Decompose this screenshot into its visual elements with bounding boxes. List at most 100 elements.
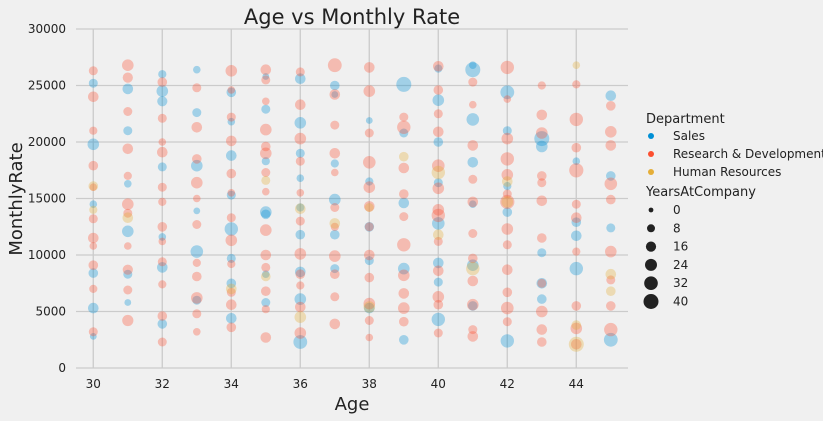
data-point-research-development	[502, 240, 512, 250]
data-point-sales	[572, 157, 581, 165]
data-point-sales	[261, 157, 270, 166]
data-point-research-development	[501, 223, 514, 235]
legend-size-title: YearsAtCompany	[645, 185, 756, 200]
data-point-research-development	[364, 249, 375, 261]
data-point-research-development	[606, 275, 616, 285]
data-point-sales	[399, 335, 409, 345]
data-point-research-development	[571, 142, 582, 153]
data-point-sales	[193, 65, 201, 74]
data-point-research-development	[433, 85, 444, 95]
data-point-sales	[295, 229, 306, 240]
data-point-research-development	[330, 269, 340, 280]
legend-size-label: 16	[673, 240, 688, 254]
data-point-research-development	[604, 322, 618, 337]
x-tick-label: 44	[569, 377, 584, 391]
legend-size-marker	[647, 224, 655, 233]
y-tick-label: 0	[58, 361, 66, 375]
data-point-sales	[262, 73, 270, 80]
data-point-research-development	[88, 327, 98, 337]
data-point-sales	[606, 171, 616, 181]
data-point-human-resources	[261, 175, 271, 185]
data-point-research-development	[158, 138, 167, 146]
data-point-research-development	[294, 132, 307, 145]
legend-size-marker	[648, 207, 654, 213]
data-point-research-development	[433, 61, 444, 72]
data-point-research-development	[227, 189, 236, 197]
legend-marker	[648, 151, 654, 157]
data-point-sales	[89, 333, 97, 340]
data-point-sales	[295, 148, 305, 158]
data-point-sales	[157, 162, 167, 172]
data-point-research-development	[88, 66, 98, 76]
data-point-human-resources	[399, 151, 409, 162]
data-point-research-development	[432, 159, 445, 172]
data-point-sales	[330, 159, 339, 168]
data-point-research-development	[329, 250, 341, 262]
data-point-research-development	[398, 162, 410, 174]
data-point-research-development	[88, 260, 99, 271]
data-point-research-development	[192, 154, 202, 164]
data-point-research-development	[295, 269, 306, 280]
data-point-research-development	[536, 127, 548, 139]
data-point-research-development	[537, 171, 547, 181]
data-point-human-resources	[501, 196, 514, 208]
data-point-research-development	[605, 140, 617, 151]
data-point-research-development	[432, 291, 445, 303]
data-point-research-development	[88, 91, 99, 103]
x-tick-label: 34	[224, 377, 239, 391]
data-point-research-development	[227, 259, 236, 269]
data-point-human-resources	[466, 261, 480, 276]
data-point-sales	[89, 200, 98, 208]
y-tick-label: 5000	[35, 305, 66, 319]
data-point-research-development	[261, 305, 270, 314]
data-point-research-development	[192, 220, 202, 229]
y-tick-label: 30000	[28, 22, 66, 36]
data-point-sales	[157, 319, 168, 329]
chart-title: Age vs Monthly Rate	[244, 5, 460, 29]
data-point-research-development	[572, 80, 581, 89]
y-tick-label: 25000	[28, 79, 66, 93]
data-point-sales	[192, 108, 202, 118]
data-point-sales	[226, 278, 237, 289]
data-point-research-development	[122, 314, 134, 327]
data-point-sales	[432, 94, 445, 106]
data-point-research-development	[537, 81, 546, 90]
data-point-sales	[396, 76, 412, 92]
data-point-research-development	[330, 222, 339, 231]
data-point-sales	[190, 245, 204, 258]
data-point-research-development	[570, 322, 583, 335]
data-point-sales	[432, 217, 445, 230]
data-point-research-development	[157, 146, 168, 158]
data-point-sales	[467, 259, 479, 272]
data-point-research-development	[364, 222, 374, 232]
data-point-sales	[364, 222, 375, 232]
data-point-sales	[329, 193, 341, 206]
data-point-research-development	[500, 152, 514, 166]
data-point-research-development	[261, 168, 271, 177]
data-point-sales	[536, 140, 548, 153]
data-point-research-development	[158, 280, 167, 289]
data-point-research-development	[157, 311, 168, 321]
data-point-research-development	[122, 143, 134, 155]
legend: Department Sales Research & Development Hu…	[643, 112, 823, 309]
x-tick-label: 42	[500, 377, 515, 391]
data-point-research-development	[192, 83, 202, 93]
data-point-research-development	[363, 181, 376, 193]
data-point-research-development	[157, 77, 168, 87]
data-point-research-development	[363, 297, 376, 310]
data-point-research-development	[468, 174, 478, 184]
data-point-research-development	[397, 238, 411, 252]
data-point-research-development	[399, 189, 409, 199]
data-point-research-development	[260, 64, 272, 75]
data-point-research-development	[158, 237, 167, 246]
data-point-sales	[226, 87, 237, 98]
data-point-research-development	[433, 126, 444, 138]
data-point-research-development	[192, 258, 201, 267]
data-point-sales	[365, 117, 373, 124]
data-point-sales	[294, 117, 307, 129]
data-point-research-development	[432, 204, 445, 216]
data-point-research-development	[467, 331, 479, 342]
data-point-research-development	[329, 148, 341, 159]
data-point-sales	[123, 269, 133, 279]
data-point-sales	[534, 131, 550, 147]
